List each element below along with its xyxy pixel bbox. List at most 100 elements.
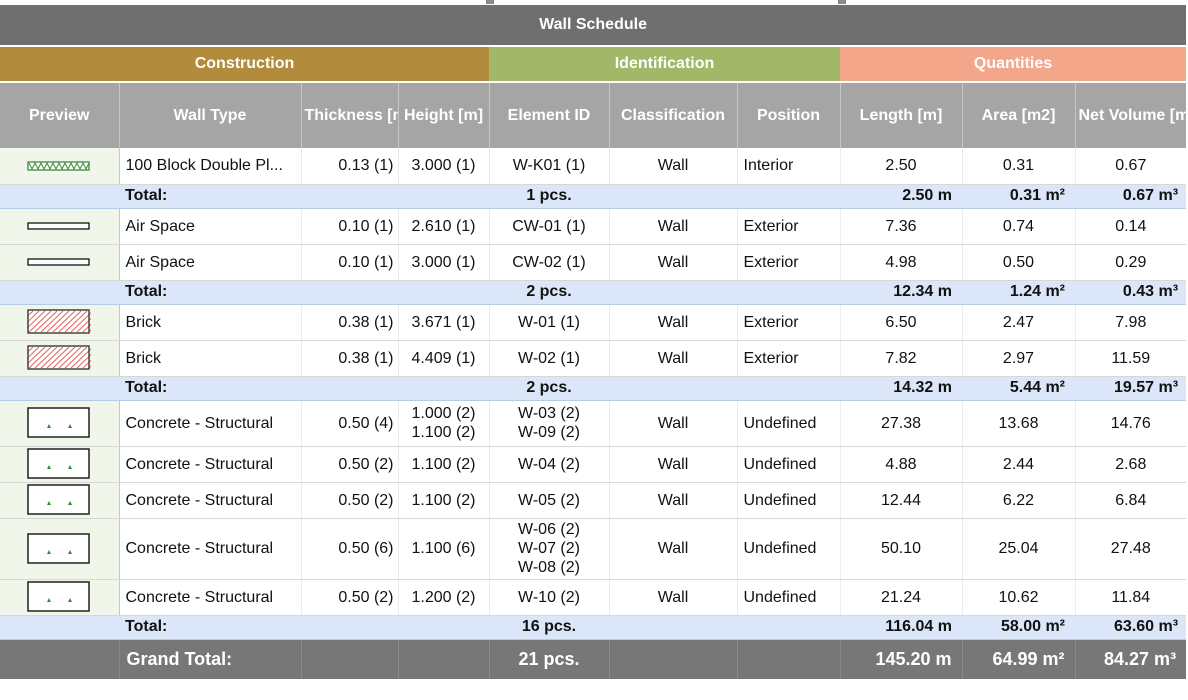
area-cell: 13.68 [962,400,1076,447]
group-total-row: Total: 16 pcs. 116.04 m 58.00 m² 63.60 m³ [0,614,1187,640]
area-cell: 2.47 [962,304,1076,341]
element-id-cell-line: W-09 (2) [518,424,580,441]
concrete-pattern-icon [27,581,90,612]
brick-hatch-icon [27,345,92,370]
total-label: Total: [119,614,301,640]
concrete-pattern-icon [27,407,90,438]
column-header-position[interactable]: Position [737,82,841,148]
total-empty-cell [301,375,398,401]
grand-total-empty-cell [737,639,841,679]
grand-total-row: Grand Total: 21 pcs. 145.20 m 64.99 m² 8… [0,639,1187,679]
area-cell: 0.31 [962,148,1076,185]
wall-type-cell: Brick [119,340,302,377]
element-id-cell-line: W-04 (2) [518,455,580,473]
height-cell: 1.000 (2) 1.100 (2) [398,400,490,447]
position-cell: Exterior [737,304,841,341]
height-cell: 4.409 (1) [398,340,490,377]
net-volume-cell: 2.68 [1075,446,1187,483]
total-empty-cell [609,375,737,401]
total-length: 2.50 m [840,183,962,209]
wall-row[interactable]: Concrete - Structural 0.50 (6) 1.100 (6) W-… [0,518,1187,580]
air-space-outline-icon [27,222,90,230]
wall-row[interactable]: Concrete - Structural 0.50 (2) 1.100 (2) W-… [0,446,1187,483]
classification-cell: Wall [609,579,738,616]
position-cell: Undefined [737,579,841,616]
element-id-cell-line: W-07 (2) [518,540,580,557]
column-header-height[interactable]: Height [m] [398,82,490,148]
height-cell: 2.610 (1) [398,208,490,245]
wall-row[interactable]: Brick 0.38 (1) 4.409 (1) W-02 (1) Wall Exteri… [0,340,1187,377]
element-id-cell: W-01 (1) [489,304,610,341]
wall-row[interactable]: Air Space 0.10 (1) 2.610 (1) CW-01 (1) Wall E… [0,208,1187,245]
thickness-cell: 0.50 (2) [301,579,399,616]
total-net-volume: 0.43 m³ [1075,279,1187,305]
wall-row[interactable]: Concrete - Structural 0.50 (2) 1.200 (2) W-… [0,579,1187,616]
wall-type-cell: Concrete - Structural [119,579,302,616]
total-empty-cell [737,375,840,401]
wall-type-cell: Air Space [119,244,302,281]
height-cell: 1.100 (6) [398,518,490,580]
column-header-classification[interactable]: Classification [609,82,738,148]
area-cell: 2.44 [962,446,1076,483]
wall-type-cell: Concrete - Structural [119,518,302,580]
total-empty-cell [301,183,398,209]
green-block-hatch-icon [27,161,90,171]
total-area: 0.31 m² [962,183,1075,209]
element-id-cell: W-06 (2) W-07 (2) W-08 (2) [489,518,610,580]
wall-row[interactable]: Brick 0.38 (1) 3.671 (1) W-01 (1) Wall Exteri… [0,304,1187,341]
net-volume-cell: 11.84 [1075,579,1187,616]
height-cell-line: 1.100 (2) [411,424,476,441]
grand-total-empty-cell [609,639,738,679]
total-net-volume: 63.60 m³ [1075,614,1187,640]
preview-cell [0,518,120,580]
grand-total-length: 145.20 m [840,639,963,679]
wall-row[interactable]: Concrete - Structural 0.50 (4) 1.000 (2) 1.… [0,400,1187,447]
wall-type-cell: Brick [119,304,302,341]
preview-cell [0,482,120,519]
column-header-element-id[interactable]: Element ID [489,82,610,148]
element-id-cell-line: W-10 (2) [518,588,580,606]
net-volume-cell: 0.14 [1075,208,1187,245]
height-cell-line: 2.610 (1) [411,217,476,235]
total-label: Total: [119,183,301,209]
total-length: 12.34 m [840,279,962,305]
wall-row[interactable]: Air Space 0.10 (1) 3.000 (1) CW-02 (1) Wall E… [0,244,1187,281]
position-cell: Exterior [737,208,841,245]
net-volume-cell: 6.84 [1075,482,1187,519]
column-header-net-volume[interactable]: Net Volume [m3] [1075,82,1187,148]
preview-cell [0,304,120,341]
total-area: 5.44 m² [962,375,1075,401]
element-id-cell: W-05 (2) [489,482,610,519]
total-preview-cell [0,279,119,305]
element-id-cell: CW-02 (1) [489,244,610,281]
wall-schedule-table: Wall Schedule Construction Identificatio… [0,5,1187,679]
column-header-wall-type[interactable]: Wall Type [119,82,302,148]
grand-total-preview-cell [0,639,120,679]
height-cell: 1.200 (2) [398,579,490,616]
element-id-cell-line: CW-01 (1) [512,217,586,235]
height-cell-line: 1.000 (2) [411,405,476,422]
total-empty-cell [737,183,840,209]
top-edge-strip [0,0,1188,5]
column-header-area[interactable]: Area [m2] [962,82,1076,148]
wall-type-cell: Air Space [119,208,302,245]
column-header-thickness[interactable]: Thickness [m] [301,82,399,148]
position-cell: Undefined [737,482,841,519]
air-space-outline-icon [27,258,90,266]
height-cell-line: 4.409 (1) [411,349,476,367]
wall-row[interactable]: Concrete - Structural 0.50 (2) 1.100 (2) W-… [0,482,1187,519]
grand-total-count: 21 pcs. [489,639,610,679]
element-id-cell-line: W-03 (2) [518,405,580,422]
column-header-length[interactable]: Length [m] [840,82,963,148]
preview-cell [0,148,120,185]
element-id-cell: W-10 (2) [489,579,610,616]
top-edge-tick [486,0,494,4]
classification-cell: Wall [609,518,738,580]
column-header-preview[interactable]: Preview [0,82,120,148]
thickness-cell: 0.50 (4) [301,400,399,447]
total-empty-cell [301,614,398,640]
wall-type-cell: Concrete - Structural [119,482,302,519]
concrete-pattern-icon [27,448,90,479]
wall-row[interactable]: 100 Block Double Pl... 0.13 (1) 3.000 (1) W… [0,148,1187,185]
area-cell: 2.97 [962,340,1076,377]
